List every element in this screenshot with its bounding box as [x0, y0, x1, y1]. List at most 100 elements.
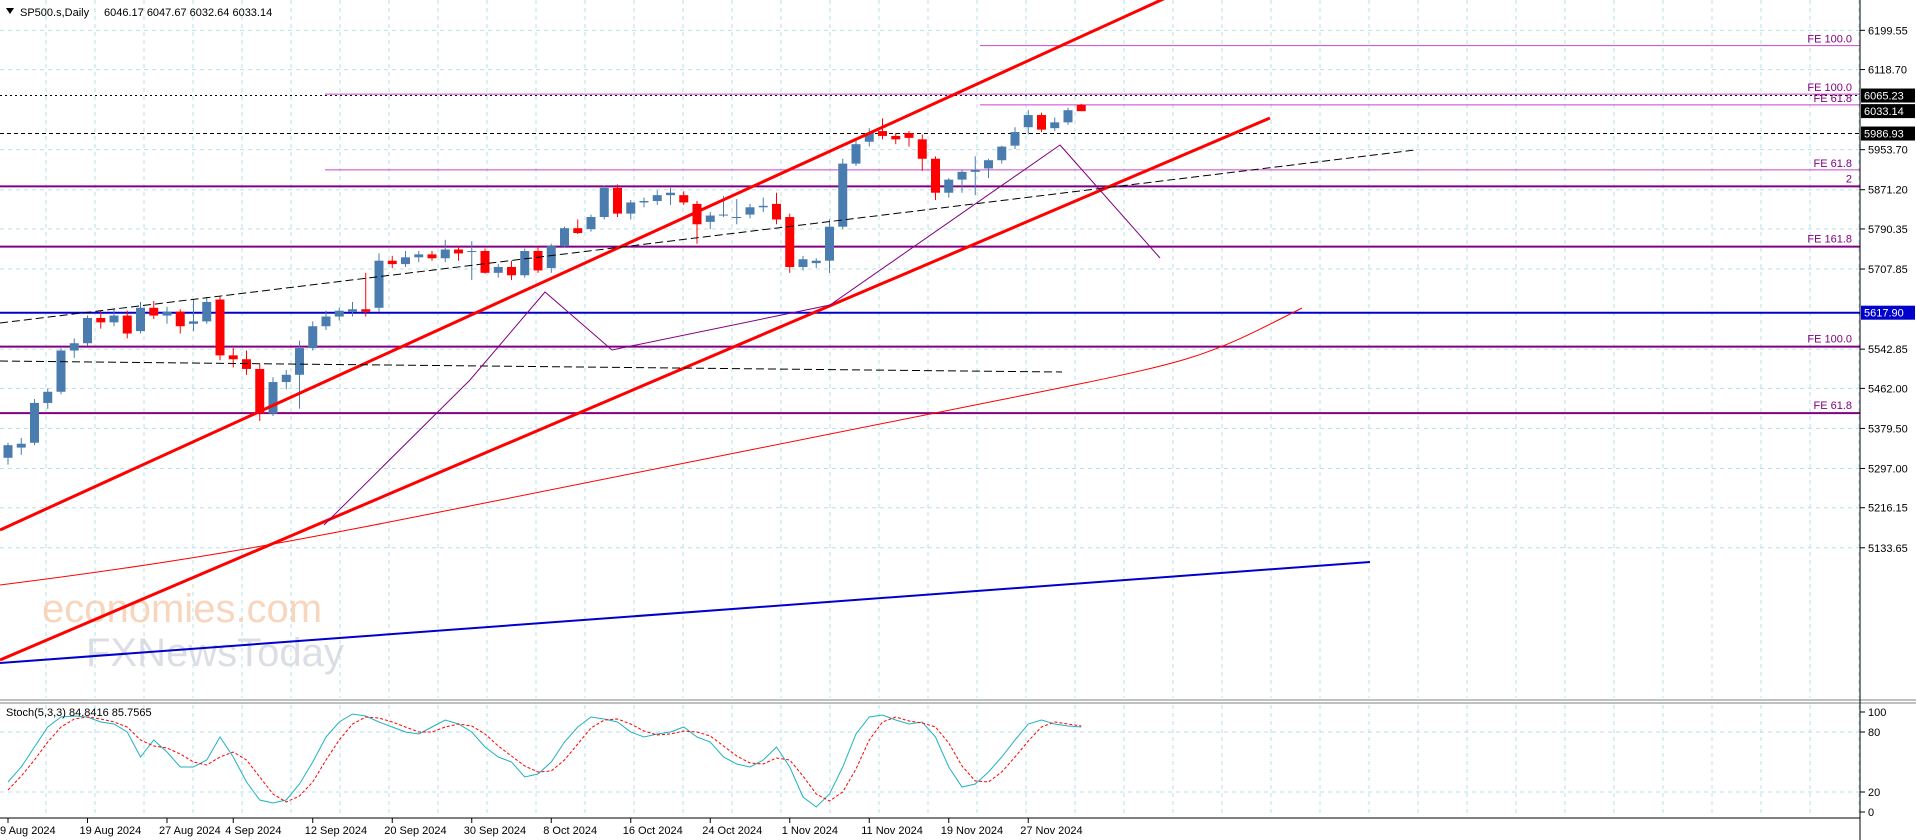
time-tick-label: 20 Sep 2024 [384, 825, 446, 837]
time-tick-label: 9 Aug 2024 [0, 825, 56, 837]
candle-bull [1050, 122, 1060, 129]
candle-bull [520, 250, 530, 276]
time-tick-label: 30 Sep 2024 [464, 825, 526, 837]
candle-bear [533, 250, 543, 271]
level-label: FE 61.8 [1813, 400, 1852, 412]
candle-bull [758, 205, 768, 208]
overlays: 2FE 161.8FE 100.0FE 61.8FE 100.0FE 100.0… [0, 34, 1860, 415]
level-price-label: 5617.90 [1864, 308, 1904, 320]
candle-bull [348, 309, 357, 312]
candle-bull [626, 202, 636, 214]
candle-bear [785, 217, 795, 268]
candle-bear [242, 359, 251, 369]
level-label: FE 100.0 [1807, 334, 1852, 346]
blue-trend-line [0, 561, 1371, 664]
stoch-signal-line [7, 716, 1082, 803]
candle-bull [586, 217, 596, 230]
candle-bull [30, 402, 39, 443]
candle-bear [454, 249, 463, 254]
candle-bull [1023, 115, 1033, 128]
triangle-down-icon[interactable] [6, 8, 14, 14]
dashed-flat-line [0, 360, 1063, 373]
candle-bull [599, 187, 609, 218]
moving-average-line [0, 307, 1303, 586]
candles [3, 103, 1086, 465]
candle-bear [1076, 104, 1086, 112]
chart-header: SP500.s,Daily 6046.17 6047.67 6032.64 60… [6, 7, 272, 719]
level-price-box [1861, 305, 1915, 320]
candle-bull [334, 310, 344, 317]
candle-bull [970, 169, 980, 172]
price-tick-label: 5707.85 [1868, 264, 1908, 276]
level-label: FE 161.8 [1807, 234, 1852, 246]
candle-bull [136, 307, 145, 332]
level-price-label: 5986.93 [1864, 129, 1904, 141]
candle-bull [825, 226, 834, 261]
time-tick-label: 19 Aug 2024 [80, 825, 142, 837]
candle-bear [427, 254, 437, 259]
candle-bull [1010, 132, 1020, 146]
candle-bear [122, 315, 132, 334]
grid [0, 0, 1860, 817]
time-tick-label: 11 Nov 2024 [861, 825, 923, 837]
candle-bull [984, 160, 993, 169]
candle-bull [546, 246, 556, 268]
candle-bull [719, 214, 728, 216]
stoch-tick-label: 80 [1868, 727, 1880, 739]
candle-bear [480, 250, 490, 273]
fe-label: FE 61.8 [1813, 93, 1852, 105]
channel-lower-line [0, 116, 1271, 662]
fe-label: FE 100.0 [1807, 34, 1852, 46]
candle-bull [321, 316, 331, 327]
price-axis: 6065.23 5986.93 5617.90 6033.14 6199.55 6118.… [1860, 25, 1915, 555]
time-tick-label: 4 Sep 2024 [225, 825, 281, 837]
time-tick-label: 8 Oct 2024 [543, 825, 597, 837]
time-axis: 9 Aug 2024 19 Aug 2024 27 Aug 2024 4 Sep 20… [0, 818, 1083, 837]
stoch-main-line [7, 713, 1082, 808]
candle-bull [281, 374, 291, 383]
current-price-label: 6033.14 [1864, 106, 1904, 118]
candle-bull [1063, 110, 1073, 123]
candle-bull [997, 146, 1007, 161]
candle-bear [679, 195, 689, 203]
candle-bear [255, 368, 265, 414]
candle-bull [838, 163, 848, 227]
time-tick-label: 16 Oct 2024 [623, 825, 683, 837]
candle-bull [109, 315, 119, 323]
candle-bull [69, 343, 79, 351]
candle-bull [268, 382, 278, 414]
price-tick-label: 5462.00 [1868, 383, 1908, 395]
candle-bull [560, 228, 569, 247]
candle-bull [666, 192, 675, 196]
stoch-tick-label: 100 [1868, 707, 1886, 719]
candle-bull [639, 200, 649, 203]
candle-bull [745, 207, 755, 215]
price-tick-label: 5216.15 [1868, 503, 1908, 515]
candle-bull [401, 257, 410, 265]
candle-bear [228, 355, 238, 360]
candle-bull [440, 249, 450, 259]
level-label: 2 [1846, 173, 1852, 185]
candle-bull [798, 259, 808, 268]
candle-bull [43, 391, 53, 403]
price-tick-label: 5790.35 [1868, 224, 1908, 236]
candle-bear [361, 309, 371, 312]
stoch-header: Stoch(5,3,3) 84.8416 85.7565 [6, 707, 152, 719]
price-tick-label: 5871.20 [1868, 185, 1908, 197]
candle-bull [851, 144, 861, 164]
candle-bear [175, 311, 185, 327]
stochastic-panel [7, 713, 1082, 808]
stoch-tick-label: 0 [1868, 807, 1874, 819]
candle-bull [732, 217, 742, 219]
price-tick-label: 5133.65 [1868, 543, 1908, 555]
candle-bull [864, 133, 874, 142]
candle-bull [202, 301, 212, 322]
time-tick-label: 27 Nov 2024 [1020, 825, 1082, 837]
candle-bull [957, 171, 967, 180]
time-tick-label: 19 Nov 2024 [941, 825, 1003, 837]
candle-bull [16, 443, 26, 448]
candle-bear [917, 139, 927, 159]
candle-bear [573, 228, 583, 234]
